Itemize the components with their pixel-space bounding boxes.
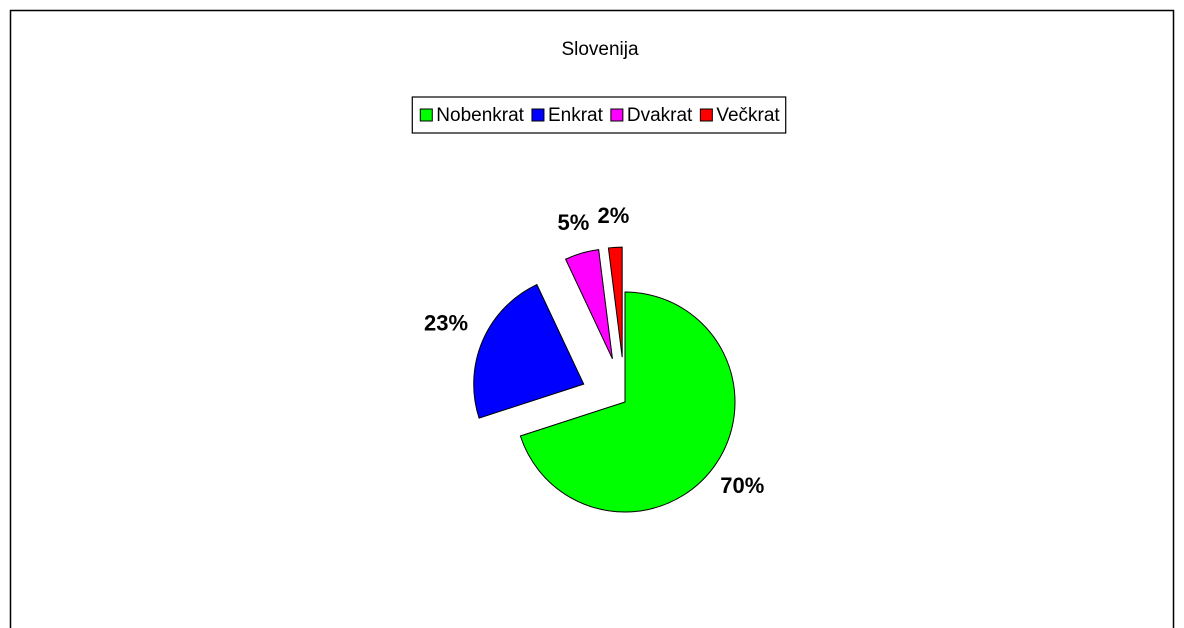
pie-slice	[519, 291, 736, 513]
data-label: 2%	[597, 203, 629, 228]
pie-slice	[473, 283, 585, 419]
pie-slice	[607, 246, 623, 358]
legend-swatch	[699, 108, 713, 122]
legend-label: Nobenkrat	[436, 105, 524, 126]
data-label: 5%	[557, 210, 589, 235]
legend-box	[411, 96, 787, 134]
legend-swatch	[610, 108, 624, 122]
legend-swatch	[419, 108, 433, 122]
legend-label: Dvakrat	[627, 105, 693, 126]
data-label: 70%	[720, 473, 764, 498]
chart-frame	[9, 9, 1175, 628]
data-label: 23%	[424, 310, 468, 335]
legend-label: Enkrat	[548, 105, 604, 126]
legend: Nobenkrat Enkrat Dvakrat Večkrat	[411, 96, 787, 134]
legend-label: Večkrat	[716, 105, 780, 126]
pie-slice	[564, 249, 613, 359]
legend-swatch	[531, 108, 545, 122]
chart-title: Slovenija	[561, 39, 639, 60]
